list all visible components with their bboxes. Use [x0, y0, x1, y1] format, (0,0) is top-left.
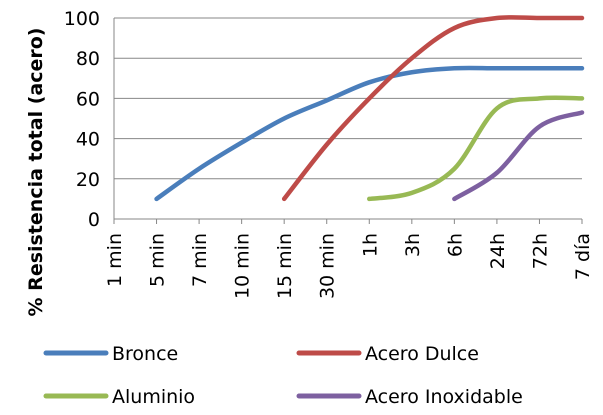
- grid-layer: [114, 17, 582, 180]
- x-tick-label: 72h: [529, 233, 551, 269]
- x-tick-label: 7 min: [189, 233, 211, 287]
- legend-label: Aluminio: [112, 386, 195, 408]
- series-line: [154, 65, 585, 202]
- y-axis-label: % Resistencia total (acero): [25, 28, 47, 317]
- series-line: [452, 110, 585, 202]
- y-tick-label: 60: [76, 88, 100, 110]
- y-tick-label: 20: [76, 169, 100, 191]
- y-tick-label: 80: [76, 48, 100, 70]
- x-tick-label: 5 min: [147, 233, 169, 287]
- y-tick-label: 0: [88, 209, 100, 231]
- x-tick-label: 7 día: [572, 233, 594, 280]
- x-tick-label: 3h: [402, 233, 424, 257]
- series-layer: [154, 15, 585, 202]
- x-tick-label: 1 min: [104, 233, 126, 287]
- legend: Bronce Acero Dulce Aluminio Acero Inoxidabl…: [43, 343, 523, 408]
- legend-label: Acero Dulce: [365, 343, 479, 365]
- x-tick-label: 1h: [359, 233, 381, 257]
- x-tick-label: 15 min: [274, 233, 296, 299]
- series-line: [281, 15, 585, 202]
- legend-label: Bronce: [112, 343, 178, 365]
- axis-layer: 0 20 40 60 80 100 1 min 5 min 7 min 10 min 15 min 3…: [64, 8, 594, 299]
- x-tick-label: 30 min: [317, 233, 339, 299]
- x-tick-label: 6h: [444, 233, 466, 257]
- x-tick-label: 10 min: [232, 233, 254, 299]
- legend-label: Acero Inoxidable: [365, 386, 523, 408]
- x-tick-label: 24h: [487, 233, 509, 269]
- y-tick-label: 40: [76, 129, 100, 151]
- series-line: [367, 95, 585, 202]
- y-tick-label: 100: [64, 8, 100, 30]
